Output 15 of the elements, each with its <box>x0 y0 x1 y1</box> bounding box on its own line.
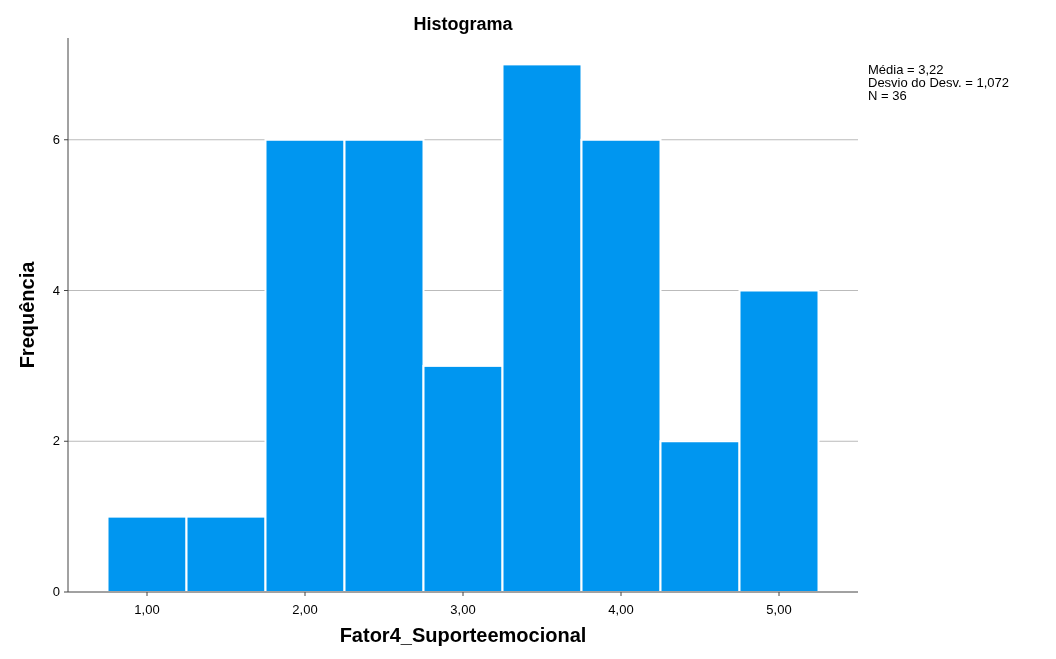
y-tick-label: 4 <box>52 282 60 298</box>
x-tick-label: 4,00 <box>608 602 634 617</box>
text: Média = 3,22 <box>868 62 944 77</box>
text: N = 36 <box>868 88 907 103</box>
y-tick-label: 6 <box>52 131 60 147</box>
y-tick-label: 2 <box>52 433 60 449</box>
x-tick-label: 3,00 <box>450 602 476 617</box>
y-axis-title: Frequência <box>16 260 38 369</box>
x-tick-label: 2,00 <box>292 602 318 617</box>
x-tick-label: 1,00 <box>134 602 160 617</box>
x-axis-title: Fator4_Suporteemocional <box>339 624 587 646</box>
chart-title: Histograma <box>413 14 514 34</box>
x-tick-label: 5,00 <box>766 602 792 617</box>
y-tick-label: 0 <box>52 584 60 599</box>
text: Desvio do Desv. = 1,072 <box>868 75 1010 90</box>
